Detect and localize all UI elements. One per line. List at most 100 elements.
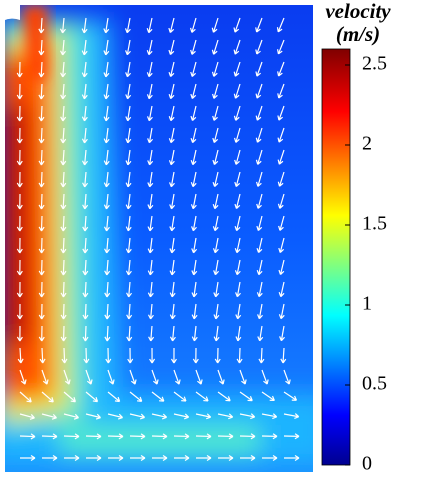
arrow xyxy=(277,61,285,77)
arrow xyxy=(277,171,285,187)
arrow xyxy=(38,281,45,298)
arrow xyxy=(256,215,263,231)
arrow xyxy=(212,83,219,99)
arrow xyxy=(190,127,197,144)
arrow xyxy=(278,215,285,231)
colorbar-tick-label: 2 xyxy=(362,133,372,155)
arrow xyxy=(125,237,132,254)
arrow xyxy=(103,193,110,210)
arrow xyxy=(82,193,89,210)
arrow xyxy=(211,39,219,55)
arrow xyxy=(19,369,27,385)
arrow xyxy=(81,17,88,34)
arrow xyxy=(16,61,23,78)
arrow xyxy=(146,39,153,56)
arrow xyxy=(146,17,153,34)
arrow xyxy=(38,127,45,144)
arrow xyxy=(168,17,175,33)
arrow xyxy=(82,259,89,276)
arrow xyxy=(280,347,287,364)
arrow xyxy=(149,347,156,364)
arrow xyxy=(38,325,45,342)
arrow xyxy=(103,61,110,78)
arrow xyxy=(283,413,300,420)
arrow xyxy=(168,61,175,78)
arrow xyxy=(103,171,110,188)
colorbar-tick-label: 0.5 xyxy=(362,373,387,395)
arrow xyxy=(60,149,67,166)
arrow xyxy=(217,433,234,440)
arrow xyxy=(283,391,298,401)
arrow xyxy=(126,303,133,320)
arrow xyxy=(107,433,124,440)
arrow xyxy=(256,281,263,298)
arrow xyxy=(279,325,285,342)
arrow xyxy=(146,61,153,78)
arrow xyxy=(255,171,263,187)
arrow xyxy=(255,105,263,121)
arrow xyxy=(151,433,168,440)
arrow xyxy=(16,127,23,144)
arrow xyxy=(16,259,23,276)
arrow xyxy=(81,61,88,78)
arrow xyxy=(151,369,159,385)
arrow xyxy=(16,281,23,298)
arrow xyxy=(278,281,285,298)
arrow xyxy=(82,281,89,298)
arrow xyxy=(59,17,66,34)
arrow xyxy=(19,433,36,440)
arrow xyxy=(146,105,153,122)
arrow xyxy=(38,149,45,166)
arrow xyxy=(41,413,57,420)
arrow xyxy=(239,413,256,420)
arrow xyxy=(107,369,115,385)
arrow xyxy=(191,303,198,320)
arrow xyxy=(234,215,241,232)
arrow xyxy=(212,127,219,143)
arrow xyxy=(104,325,111,342)
arrow xyxy=(190,83,197,99)
arrow xyxy=(261,413,278,420)
arrow xyxy=(16,303,23,320)
arrow xyxy=(278,303,285,320)
arrow xyxy=(276,17,285,33)
arrow xyxy=(190,149,197,166)
arrow xyxy=(16,193,23,210)
arrow xyxy=(168,105,175,122)
arrow xyxy=(85,433,102,440)
arrow xyxy=(38,17,45,34)
arrow xyxy=(217,369,225,385)
arrow xyxy=(60,215,67,232)
arrow xyxy=(217,413,234,420)
arrow xyxy=(212,105,219,121)
arrow xyxy=(261,369,269,385)
arrow xyxy=(125,61,132,78)
arrow xyxy=(61,347,68,364)
arrow xyxy=(41,369,49,385)
arrow xyxy=(83,347,90,364)
arrow xyxy=(81,83,88,100)
arrow xyxy=(173,369,181,385)
arrow xyxy=(239,369,247,385)
arrow xyxy=(214,347,221,364)
arrow xyxy=(235,325,242,342)
arrow xyxy=(38,193,45,210)
arrow xyxy=(255,127,263,143)
arrow xyxy=(82,237,89,254)
arrow xyxy=(283,369,291,385)
arrow xyxy=(255,149,263,165)
arrow xyxy=(195,369,203,385)
arrow xyxy=(147,259,154,276)
arrow xyxy=(233,127,241,143)
colorbar-tick-label: 1 xyxy=(362,293,372,315)
arrow xyxy=(213,259,220,276)
colorbar xyxy=(321,48,351,466)
arrow xyxy=(126,281,133,298)
arrow xyxy=(278,259,285,276)
arrow xyxy=(38,259,45,276)
arrow xyxy=(104,281,111,298)
arrow xyxy=(103,17,110,34)
arrow xyxy=(235,303,242,320)
arrow xyxy=(169,281,176,298)
arrow xyxy=(234,193,241,210)
